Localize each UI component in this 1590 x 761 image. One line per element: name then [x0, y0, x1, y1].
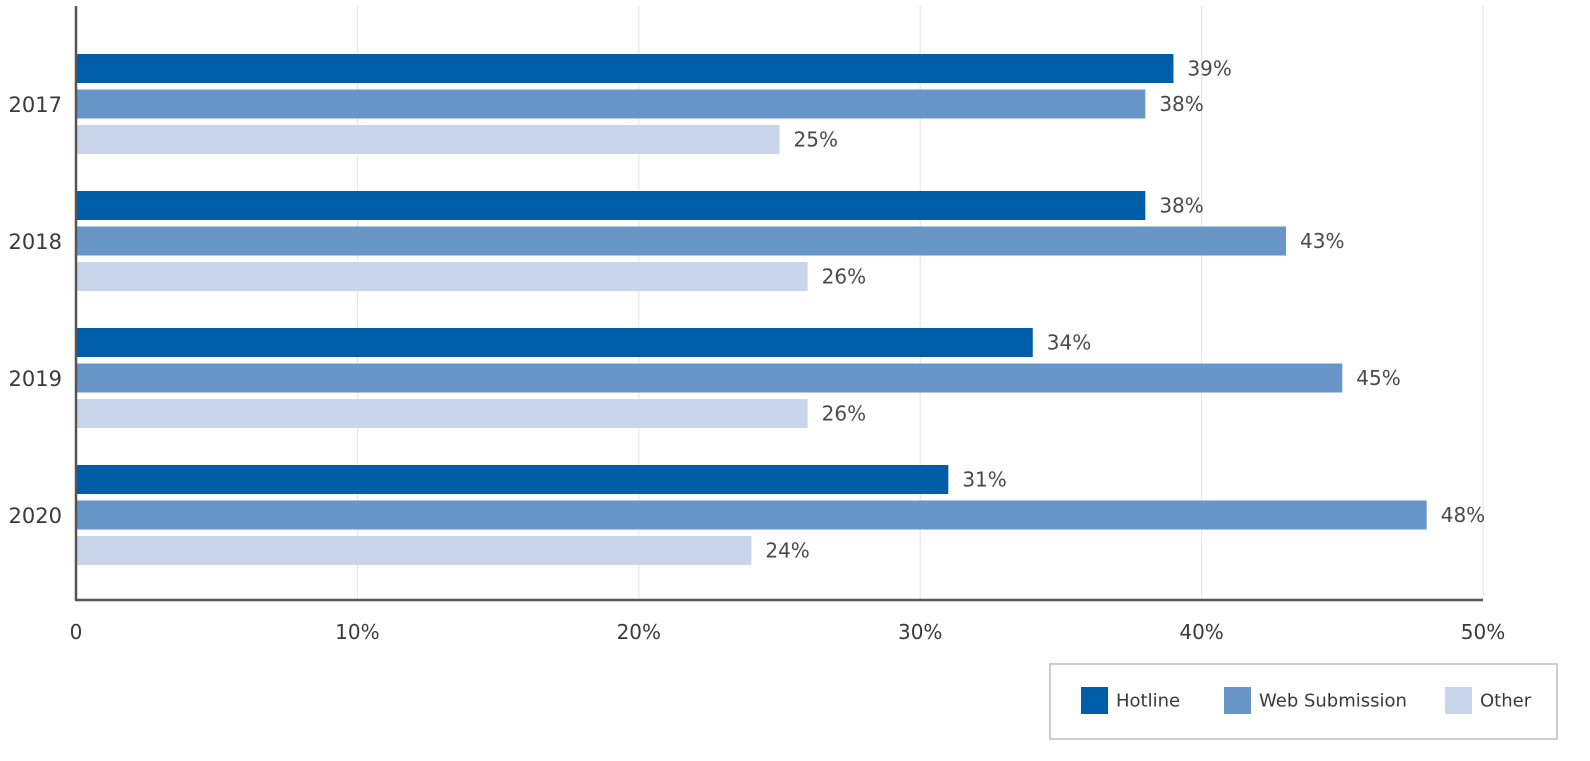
y-category-label: 2017	[9, 93, 62, 117]
bar-web-submission	[76, 226, 1287, 256]
legend-swatch	[1081, 687, 1108, 714]
legend-label: Web Submission	[1259, 691, 1407, 712]
y-category-label: 2020	[9, 504, 62, 528]
legend-box	[1049, 663, 1558, 740]
bar-other	[76, 125, 780, 154]
data-label: 45%	[1356, 366, 1400, 390]
bars	[76, 54, 1427, 565]
data-label: 34%	[1047, 331, 1091, 355]
legend-label: Other	[1480, 691, 1532, 712]
x-tick-label: 40%	[1179, 620, 1223, 644]
x-tick-label: 20%	[617, 620, 661, 644]
axes	[74, 6, 1483, 602]
legend-swatch	[1445, 687, 1472, 714]
bar-hotline	[76, 465, 949, 494]
data-label: 38%	[1159, 194, 1203, 218]
data-label: 24%	[765, 539, 809, 563]
data-label: 48%	[1441, 503, 1485, 527]
bar-hotline	[76, 328, 1033, 357]
bar-hotline	[76, 191, 1146, 220]
bar-other	[76, 536, 752, 565]
data-label: 26%	[822, 402, 866, 426]
data-label: 26%	[822, 265, 866, 289]
data-label: 39%	[1187, 57, 1231, 81]
bar-other	[76, 262, 808, 291]
data-label: 31%	[962, 468, 1006, 492]
y-category-label: 2018	[9, 230, 62, 254]
bar-web-submission	[76, 89, 1146, 119]
x-tick-label: 0	[70, 620, 83, 644]
y-category-label: 2019	[9, 367, 62, 391]
data-label: 25%	[794, 128, 838, 152]
legend-label: Hotline	[1116, 691, 1180, 712]
x-tick-label: 10%	[335, 620, 379, 644]
labels: 0 10% 20% 30% 40% 50% 39% 38% 25% 2017 38% 43% 26% 20…	[9, 57, 1506, 645]
bar-hotline	[76, 54, 1174, 83]
x-tick-label: 50%	[1461, 620, 1505, 644]
legend-swatch	[1224, 687, 1251, 714]
data-label: 38%	[1159, 92, 1203, 116]
bar-other	[76, 399, 808, 428]
legend: Hotline Web Submission Other	[1049, 663, 1558, 740]
data-label: 43%	[1300, 229, 1344, 253]
bar-web-submission	[76, 500, 1427, 530]
bar-web-submission	[76, 363, 1343, 393]
x-tick-label: 30%	[898, 620, 942, 644]
